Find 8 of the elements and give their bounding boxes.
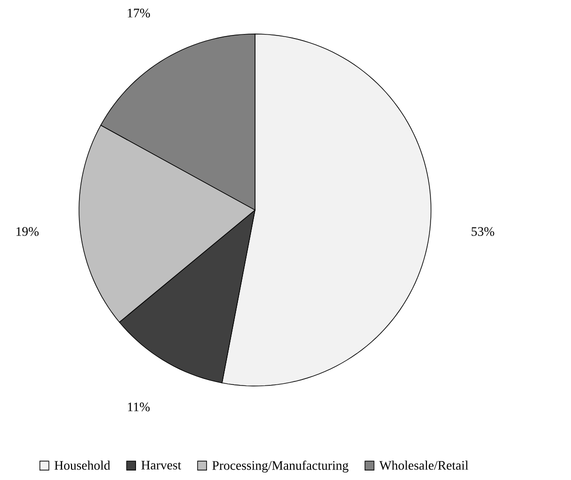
legend-label: Processing/Manufacturing <box>212 460 348 472</box>
legend-label: Household <box>54 460 110 470</box>
data-label: 19% <box>16 227 39 236</box>
legend-label: Wholesale/Retail <box>379 460 468 470</box>
data-label: 17% <box>128 8 150 18</box>
legend-label: Harvest <box>141 460 182 470</box>
data-label: 11% <box>128 402 150 412</box>
data-label: 53% <box>472 227 494 236</box>
